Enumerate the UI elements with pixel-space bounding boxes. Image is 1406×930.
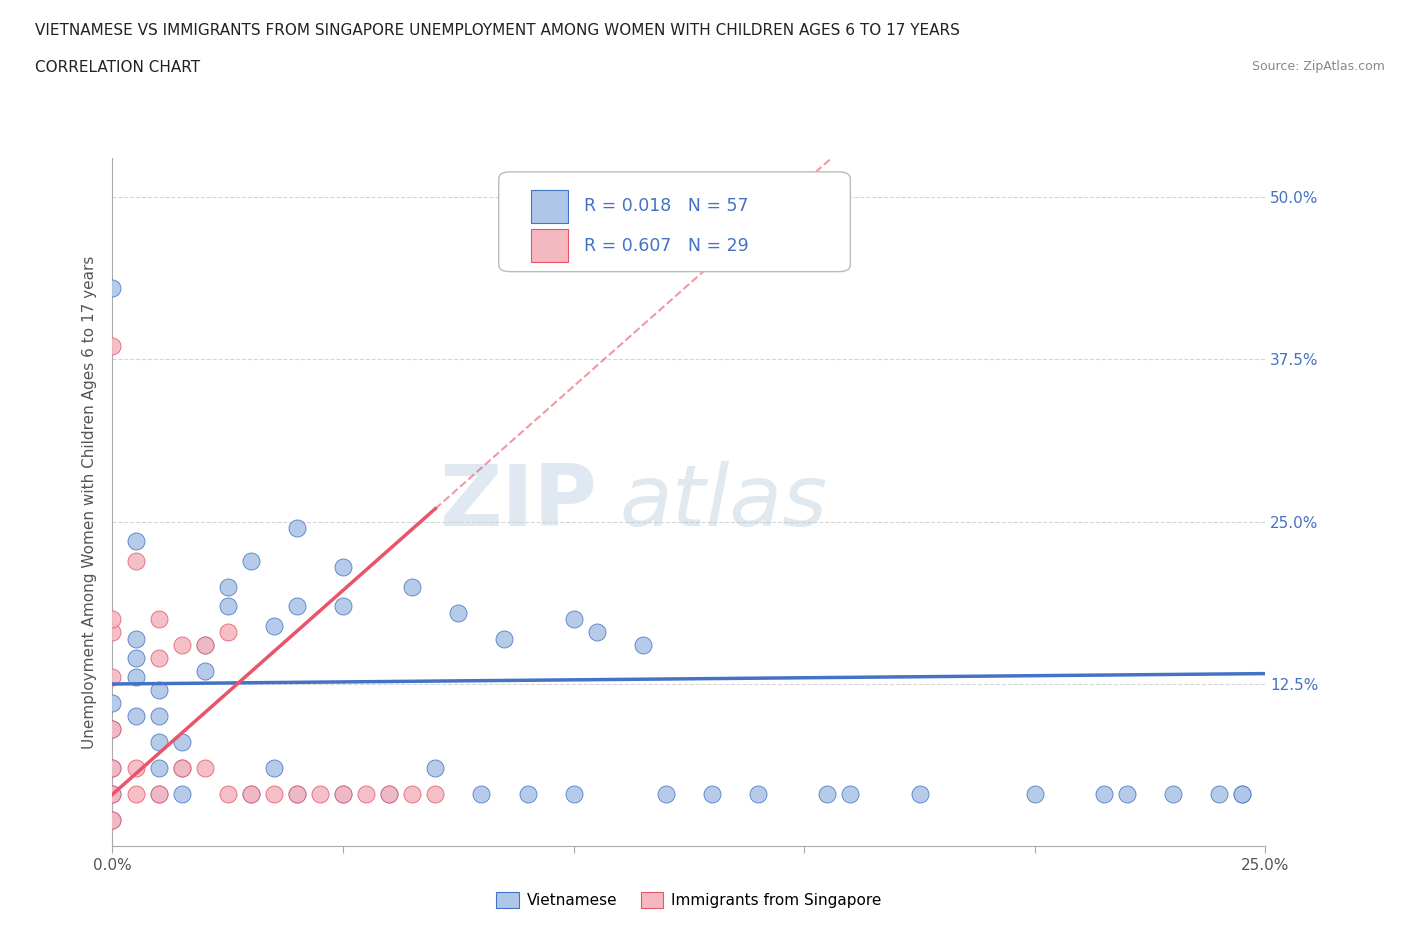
Point bbox=[101, 787, 124, 802]
Point bbox=[332, 787, 354, 802]
Point bbox=[494, 631, 516, 646]
Point bbox=[101, 339, 124, 353]
Point bbox=[562, 787, 585, 802]
Point bbox=[285, 521, 308, 536]
Point bbox=[170, 761, 193, 776]
Point bbox=[124, 534, 146, 549]
Point bbox=[170, 638, 193, 653]
Point bbox=[585, 625, 607, 640]
Point bbox=[217, 579, 239, 594]
Point bbox=[1161, 787, 1184, 802]
Point bbox=[124, 761, 146, 776]
Point bbox=[285, 787, 308, 802]
Point bbox=[401, 579, 423, 594]
Text: Source: ZipAtlas.com: Source: ZipAtlas.com bbox=[1251, 60, 1385, 73]
Y-axis label: Unemployment Among Women with Children Ages 6 to 17 years: Unemployment Among Women with Children A… bbox=[82, 256, 97, 749]
Text: ZIP: ZIP bbox=[439, 460, 596, 544]
Point bbox=[747, 787, 769, 802]
Point bbox=[1232, 787, 1254, 802]
Point bbox=[101, 787, 124, 802]
Point bbox=[101, 670, 124, 684]
Point bbox=[263, 787, 285, 802]
Point bbox=[470, 787, 492, 802]
Point bbox=[378, 787, 401, 802]
Point bbox=[194, 664, 217, 679]
Point bbox=[631, 638, 654, 653]
Point bbox=[170, 787, 193, 802]
Point bbox=[354, 787, 377, 802]
Point bbox=[148, 709, 170, 724]
FancyBboxPatch shape bbox=[531, 230, 568, 262]
Point bbox=[148, 761, 170, 776]
Point bbox=[124, 651, 146, 666]
Point bbox=[101, 813, 124, 828]
Point bbox=[263, 761, 285, 776]
Point bbox=[239, 787, 262, 802]
Point bbox=[101, 612, 124, 627]
Point bbox=[1116, 787, 1139, 802]
Point bbox=[148, 787, 170, 802]
Point bbox=[148, 735, 170, 750]
Point bbox=[217, 599, 239, 614]
Point bbox=[124, 787, 146, 802]
Text: R = 0.018   N = 57: R = 0.018 N = 57 bbox=[583, 197, 748, 215]
Point bbox=[101, 761, 124, 776]
Point bbox=[194, 638, 217, 653]
Point bbox=[285, 599, 308, 614]
Point bbox=[839, 787, 862, 802]
Point bbox=[101, 696, 124, 711]
FancyBboxPatch shape bbox=[531, 190, 568, 223]
Point bbox=[194, 761, 217, 776]
Text: VIETNAMESE VS IMMIGRANTS FROM SINGAPORE UNEMPLOYMENT AMONG WOMEN WITH CHILDREN A: VIETNAMESE VS IMMIGRANTS FROM SINGAPORE … bbox=[35, 23, 960, 38]
Point bbox=[170, 735, 193, 750]
Point bbox=[562, 612, 585, 627]
Point bbox=[124, 631, 146, 646]
Point bbox=[1208, 787, 1230, 802]
Point bbox=[239, 553, 262, 568]
Point bbox=[1024, 787, 1046, 802]
Point bbox=[101, 625, 124, 640]
Point bbox=[263, 618, 285, 633]
Point bbox=[447, 605, 470, 620]
Point bbox=[516, 787, 538, 802]
Point bbox=[332, 599, 354, 614]
FancyBboxPatch shape bbox=[499, 172, 851, 272]
Point bbox=[101, 281, 124, 296]
Legend: Vietnamese, Immigrants from Singapore: Vietnamese, Immigrants from Singapore bbox=[491, 886, 887, 914]
Point bbox=[124, 709, 146, 724]
Point bbox=[148, 651, 170, 666]
Point bbox=[332, 787, 354, 802]
Point bbox=[378, 787, 401, 802]
Point bbox=[194, 638, 217, 653]
Point bbox=[148, 612, 170, 627]
Text: atlas: atlas bbox=[620, 460, 828, 544]
Point bbox=[148, 787, 170, 802]
Point bbox=[285, 787, 308, 802]
Text: CORRELATION CHART: CORRELATION CHART bbox=[35, 60, 200, 75]
Point bbox=[332, 560, 354, 575]
Point bbox=[425, 787, 447, 802]
Point bbox=[217, 625, 239, 640]
Point bbox=[309, 787, 332, 802]
Point bbox=[217, 787, 239, 802]
Point bbox=[170, 761, 193, 776]
Point bbox=[401, 787, 423, 802]
Point bbox=[239, 787, 262, 802]
Point bbox=[1232, 787, 1254, 802]
Point bbox=[101, 722, 124, 737]
Point bbox=[700, 787, 723, 802]
Point bbox=[101, 813, 124, 828]
Point bbox=[1092, 787, 1115, 802]
Point bbox=[655, 787, 678, 802]
Point bbox=[148, 683, 170, 698]
Point bbox=[124, 670, 146, 684]
Point bbox=[101, 722, 124, 737]
Point bbox=[101, 761, 124, 776]
Point bbox=[908, 787, 931, 802]
Point bbox=[124, 553, 146, 568]
Text: R = 0.607   N = 29: R = 0.607 N = 29 bbox=[583, 237, 749, 255]
Point bbox=[815, 787, 838, 802]
Point bbox=[425, 761, 447, 776]
